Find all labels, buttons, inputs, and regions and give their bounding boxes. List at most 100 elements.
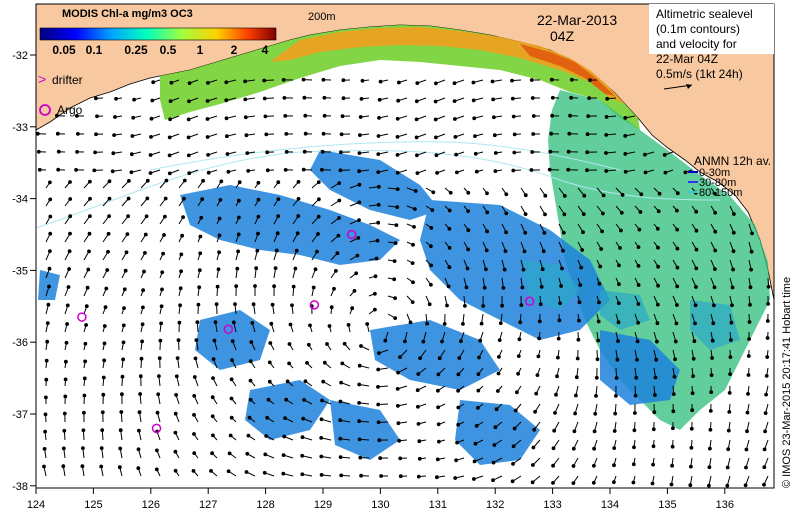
- x-tick-label: 131: [429, 499, 447, 511]
- velocity-arrow-head: [137, 428, 141, 433]
- velocity-arrow-head: [730, 303, 734, 308]
- velocity-arrow-head: [110, 169, 115, 174]
- velocity-arrow-head: [377, 97, 382, 102]
- velocity-arrow-head: [638, 210, 643, 214]
- velocity-arrow-head: [164, 178, 169, 183]
- velocity-arrow-head: [613, 411, 618, 416]
- anmn-title: ANMN 12h av.: [694, 154, 771, 168]
- velocity-arrow-head: [48, 180, 52, 185]
- velocity-arrow-head: [373, 307, 377, 312]
- velocity-arrow-head: [101, 392, 106, 397]
- velocity-arrow-head: [180, 233, 185, 238]
- velocity-arrow-head: [725, 465, 730, 470]
- velocity-arrow-head: [357, 382, 362, 387]
- velocity-arrow-head: [68, 214, 73, 219]
- velocity-arrow-head: [570, 77, 574, 82]
- velocity-arrow-head: [726, 428, 731, 433]
- velocity-arrow-head: [216, 267, 221, 272]
- velocity-arrow-head: [543, 193, 548, 198]
- velocity-arrow-head: [591, 480, 596, 485]
- velocity-arrow-head: [671, 426, 675, 431]
- velocity-arrow-head: [62, 428, 67, 433]
- velocity-arrow-head: [130, 134, 135, 138]
- velocity-arrow-head: [211, 357, 216, 362]
- velocity-arrow-head: [694, 266, 699, 271]
- velocity-arrow-head: [632, 428, 637, 433]
- scale-arrow-head-icon: [686, 84, 692, 89]
- velocity-arrow-head: [556, 336, 561, 341]
- velocity-arrow-head: [447, 208, 452, 213]
- velocity-arrow-head: [94, 132, 98, 137]
- velocity-arrow-head: [118, 428, 123, 433]
- velocity-arrow-head: [673, 339, 678, 344]
- velocity-arrow-head: [321, 379, 326, 384]
- velocity-arrow-head: [425, 321, 430, 326]
- velocity-arrow-head: [713, 267, 717, 272]
- velocity-arrow-head: [43, 412, 48, 417]
- velocity-arrow-head: [212, 338, 217, 343]
- velocity-arrow-head: [192, 432, 196, 436]
- velocity-arrow-head: [421, 339, 426, 344]
- velocity-arrow-head: [513, 408, 518, 413]
- velocity-arrow-head: [86, 267, 91, 272]
- velocity-arrow-head: [511, 444, 516, 449]
- velocity-arrow-head: [313, 267, 318, 272]
- velocity-arrow-head: [262, 96, 267, 101]
- velocity-arrow-head: [466, 247, 471, 252]
- velocity-arrow-head: [224, 116, 229, 121]
- velocity-arrow-head: [536, 354, 541, 359]
- velocity-arrow-head: [74, 168, 78, 172]
- velocity-arrow-head: [598, 264, 603, 269]
- velocity-arrow-head: [151, 80, 156, 85]
- velocity-arrow-head: [710, 356, 714, 360]
- velocity-arrow-head: [675, 208, 679, 213]
- velocity-arrow-head: [174, 393, 179, 397]
- velocity-arrow-head: [693, 303, 698, 308]
- velocity-arrow-head: [529, 78, 534, 82]
- velocity-arrow-head: [537, 336, 541, 341]
- velocity-arrow-head: [92, 168, 97, 173]
- velocity-arrow-head: [214, 302, 219, 307]
- x-tick-label: 134: [601, 499, 619, 511]
- velocity-arrow-head: [612, 429, 617, 433]
- velocity-arrow-head: [500, 303, 505, 308]
- velocity-arrow-head: [179, 252, 184, 257]
- velocity-arrow-head: [670, 463, 674, 468]
- velocity-arrow-head: [396, 421, 401, 426]
- velocity-arrow-head: [192, 413, 196, 417]
- velocity-arrow-head: [595, 357, 600, 362]
- velocity-arrow-head: [186, 117, 191, 122]
- velocity-arrow-head: [414, 99, 419, 104]
- velocity-arrow-head: [192, 394, 197, 398]
- velocity-arrow-head: [149, 135, 153, 139]
- velocity-arrow-head: [155, 410, 160, 415]
- velocity-arrow-head: [436, 405, 441, 410]
- velocity-arrow-head: [694, 285, 698, 289]
- velocity-arrow-head: [306, 342, 311, 347]
- velocity-arrow-head: [281, 453, 286, 458]
- velocity-arrow-head: [413, 189, 418, 193]
- velocity-arrow-head: [485, 210, 490, 215]
- velocity-arrow-head: [229, 377, 234, 382]
- velocity-arrow-head: [540, 267, 545, 272]
- velocity-arrow-head: [623, 116, 628, 120]
- velocity-arrow-head: [339, 380, 344, 385]
- velocity-arrow-head: [357, 401, 362, 405]
- velocity-arrow-head: [498, 321, 503, 326]
- date-label: 22-Mar-2013: [537, 12, 617, 28]
- velocity-arrow-head: [254, 266, 259, 271]
- velocity-arrow-head: [516, 371, 520, 376]
- velocity-arrow-head: [518, 320, 523, 325]
- velocity-arrow-head: [295, 231, 300, 236]
- velocity-arrow-head: [105, 268, 110, 272]
- velocity-arrow-head: [178, 286, 183, 291]
- velocity-arrow-head: [575, 356, 580, 361]
- isobath-label: 200m: [308, 11, 336, 23]
- velocity-arrow-head: [434, 153, 439, 158]
- velocity-arrow-head: [219, 179, 224, 184]
- velocity-arrow-head: [302, 398, 307, 402]
- velocity-arrow-head: [533, 409, 537, 414]
- coastal-chlorophyll-peak: [520, 44, 615, 96]
- velocity-arrow-head: [429, 244, 433, 249]
- x-tick-label: 125: [84, 499, 102, 511]
